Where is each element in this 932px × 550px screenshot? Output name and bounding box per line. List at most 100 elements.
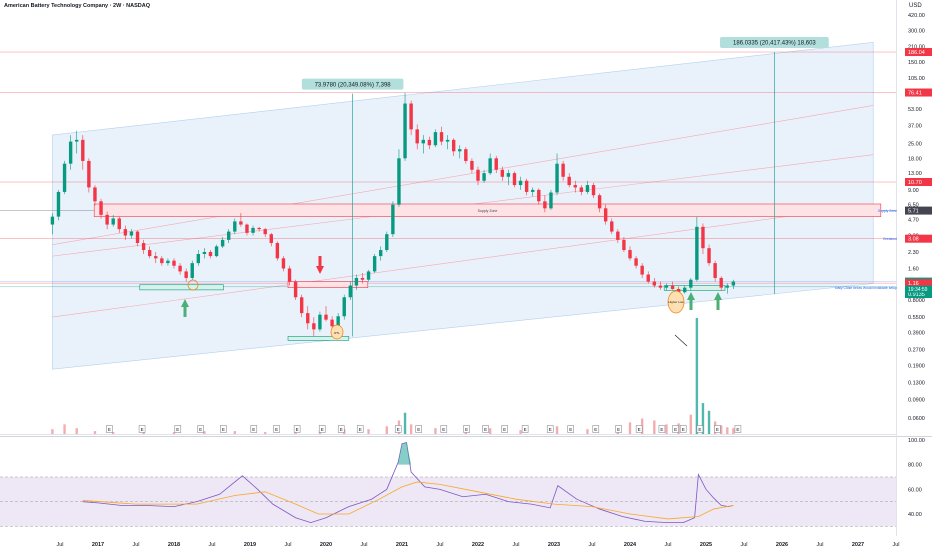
volume-bar — [63, 424, 66, 434]
candle-body — [75, 139, 79, 142]
earnings-marker-label: E — [359, 427, 362, 432]
currency-label: USD — [909, 3, 922, 9]
price-tick-label: 25.00 — [908, 141, 922, 147]
candle-body — [403, 103, 407, 159]
supply-zone — [93, 203, 882, 217]
candle-body — [293, 281, 298, 298]
rsi-tick-label: 100.00 — [908, 438, 925, 444]
price-tick-label: 0.2700 — [908, 347, 925, 353]
time-tick-label: Jul — [360, 542, 367, 548]
up-arrow — [714, 292, 722, 310]
candle-body — [482, 173, 486, 181]
volume-bar — [519, 430, 522, 434]
candle-body — [512, 173, 517, 186]
price-label: 10.70 — [908, 180, 922, 186]
price-tick-label: 105.00 — [908, 76, 925, 82]
candle-body — [628, 250, 632, 259]
candle-body — [123, 229, 128, 236]
candle-body — [306, 313, 310, 324]
candle-body — [324, 314, 328, 320]
rsi-tick-label: 80.00 — [908, 463, 922, 469]
candle-body — [336, 316, 340, 327]
rsi-tick-label: 40.00 — [908, 512, 922, 518]
candle-body — [591, 185, 596, 196]
price-label-box — [905, 234, 932, 243]
price-tick-label: 300.00 — [908, 28, 925, 34]
candle-body — [415, 129, 419, 144]
higher-low-label: Higher Low — [668, 300, 684, 304]
candle-body — [269, 234, 273, 244]
earnings-marker-label: E — [674, 427, 677, 432]
price-label: 76.41 — [908, 91, 922, 97]
candle-body — [555, 163, 559, 193]
earnings-marker — [592, 425, 600, 433]
candle-body — [725, 285, 729, 288]
candle-body — [567, 176, 571, 186]
candle-body — [652, 281, 657, 286]
candle-body — [561, 163, 565, 177]
candle-body — [312, 323, 316, 330]
time-tick-label: 2020 — [320, 542, 332, 548]
earnings-marker — [293, 425, 301, 433]
earnings-marker — [658, 425, 666, 433]
candle-body — [245, 224, 249, 233]
candle-body — [695, 226, 699, 280]
volume-bar — [172, 432, 176, 434]
earnings-marker-label: E — [549, 427, 552, 432]
candle-body — [421, 139, 425, 144]
side-note: Daily Close below Would invalidate setup — [835, 286, 897, 290]
earnings-marker — [734, 425, 742, 433]
measure-box — [301, 78, 404, 90]
price-tick-label: 0.0600 — [908, 416, 925, 422]
price-tick-label: 4.70 — [908, 217, 919, 223]
candle-body — [476, 169, 480, 181]
price-tick-label: 53.00 — [908, 107, 922, 113]
volume-bar — [628, 422, 632, 434]
pointer-arrow-line — [674, 334, 688, 347]
earnings-marker-label: E — [682, 427, 685, 432]
up-arrow — [687, 292, 695, 310]
candle-body — [354, 277, 359, 286]
earnings-marker-label: E — [465, 427, 468, 432]
earnings-marker — [615, 425, 622, 433]
rsi-line — [82, 441, 734, 524]
candle-body — [166, 260, 170, 264]
candle-body — [543, 201, 547, 209]
candle-body — [251, 227, 255, 233]
demand-box — [287, 336, 350, 341]
time-tick-label: Jul — [132, 542, 139, 548]
candle-body — [689, 279, 693, 288]
earnings-marker — [106, 425, 113, 433]
candle-body — [220, 239, 225, 247]
time-tick-label: 2021 — [396, 542, 408, 548]
time-tick-label: 2024 — [624, 542, 637, 548]
earnings-marker — [174, 425, 182, 433]
candle-body — [676, 288, 681, 293]
candle-body — [99, 201, 103, 215]
time-tick-label: 2026 — [776, 542, 788, 548]
candle-body — [646, 274, 650, 282]
channel-line — [52, 204, 874, 318]
time-tick-label: Jul — [436, 542, 443, 548]
candle-body — [160, 258, 164, 264]
page-title: American Battery Technology Company · 2W… — [4, 3, 150, 9]
demand-box — [139, 284, 224, 291]
time-tick-label: Jul — [56, 542, 63, 548]
candle-body — [707, 248, 711, 264]
time-tick-label: 2022 — [472, 542, 484, 548]
earnings-marker-label: E — [222, 427, 225, 432]
candle-body — [372, 256, 377, 272]
earnings-marker-label: E — [417, 427, 420, 432]
price-label-box — [905, 178, 932, 186]
time-tick-label: 2019 — [244, 542, 256, 548]
candle-body — [433, 132, 438, 146]
time-tick-label: Jul — [740, 542, 747, 548]
candle-body — [154, 256, 158, 259]
candle-body — [439, 132, 444, 142]
price-tick-label: 0.1300 — [908, 381, 925, 387]
supply-zone-label: Supply Zone — [478, 209, 498, 213]
side-note: Supply Zone — [878, 209, 897, 213]
volume-bar — [689, 414, 692, 434]
